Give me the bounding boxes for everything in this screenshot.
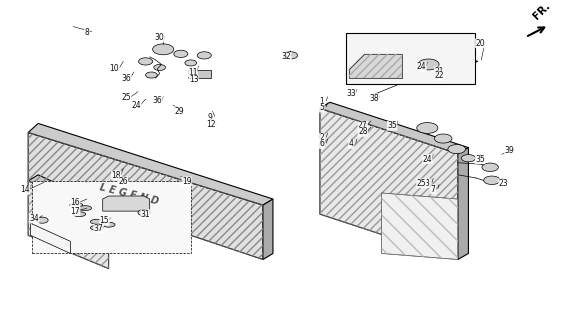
Text: 30: 30 — [155, 33, 164, 42]
Polygon shape — [349, 54, 402, 78]
Circle shape — [461, 155, 475, 162]
Text: 14: 14 — [20, 186, 29, 195]
Text: 6: 6 — [319, 140, 324, 148]
Circle shape — [36, 217, 48, 223]
Circle shape — [482, 163, 498, 172]
Circle shape — [146, 72, 157, 78]
Text: L E G E N D: L E G E N D — [99, 182, 160, 207]
Circle shape — [197, 52, 211, 59]
Text: 26: 26 — [119, 177, 128, 186]
Text: 17: 17 — [70, 207, 80, 216]
Text: 20: 20 — [475, 39, 485, 48]
Text: 4: 4 — [349, 140, 353, 148]
Polygon shape — [103, 196, 150, 211]
Ellipse shape — [102, 222, 115, 227]
Text: 19: 19 — [182, 177, 191, 186]
Ellipse shape — [90, 225, 103, 230]
Text: 35: 35 — [475, 155, 485, 164]
Text: 15: 15 — [100, 216, 109, 225]
FancyBboxPatch shape — [32, 181, 191, 253]
Circle shape — [138, 210, 150, 216]
Text: 28: 28 — [358, 127, 367, 136]
Text: 23: 23 — [499, 179, 508, 188]
Circle shape — [154, 64, 166, 70]
Circle shape — [139, 58, 153, 65]
Text: 32: 32 — [282, 52, 291, 61]
Text: 24: 24 — [423, 155, 432, 164]
Text: 9: 9 — [208, 113, 212, 122]
Text: 25: 25 — [122, 93, 131, 102]
Circle shape — [153, 44, 174, 55]
Text: 16: 16 — [70, 198, 80, 207]
Ellipse shape — [70, 203, 83, 207]
Text: 35: 35 — [387, 121, 397, 130]
Text: 1: 1 — [319, 97, 324, 106]
Text: 12: 12 — [207, 120, 216, 129]
Polygon shape — [458, 148, 468, 260]
Polygon shape — [28, 175, 116, 214]
Text: 22: 22 — [434, 71, 444, 80]
Text: 36: 36 — [122, 74, 131, 83]
Text: 33: 33 — [346, 89, 356, 98]
Ellipse shape — [79, 206, 92, 211]
Polygon shape — [28, 132, 263, 260]
Polygon shape — [28, 181, 109, 268]
Text: 5: 5 — [319, 103, 324, 112]
Circle shape — [434, 134, 452, 143]
Polygon shape — [263, 199, 273, 260]
Text: 18: 18 — [112, 171, 121, 180]
Circle shape — [448, 145, 465, 154]
Circle shape — [284, 52, 298, 59]
Ellipse shape — [90, 219, 103, 224]
Circle shape — [174, 50, 188, 58]
Text: 36: 36 — [153, 96, 162, 105]
Text: 13: 13 — [189, 75, 198, 84]
Circle shape — [418, 59, 439, 70]
Polygon shape — [28, 124, 273, 205]
Text: 11: 11 — [188, 68, 197, 76]
Polygon shape — [382, 193, 458, 260]
Circle shape — [484, 176, 500, 185]
Text: 31: 31 — [141, 210, 150, 219]
Polygon shape — [320, 108, 458, 260]
Text: 24: 24 — [417, 62, 426, 71]
Text: 10: 10 — [110, 65, 119, 74]
Ellipse shape — [73, 212, 86, 217]
Text: 37: 37 — [94, 224, 103, 233]
Text: 3: 3 — [425, 179, 430, 188]
Text: 24: 24 — [131, 101, 141, 110]
Text: 25: 25 — [417, 179, 426, 188]
Text: 39: 39 — [505, 146, 514, 155]
Text: 29: 29 — [174, 107, 184, 116]
Text: 7: 7 — [431, 185, 436, 194]
FancyBboxPatch shape — [346, 33, 475, 84]
Polygon shape — [188, 70, 211, 78]
Polygon shape — [31, 223, 70, 253]
Text: 21: 21 — [434, 67, 444, 76]
Text: 2: 2 — [319, 133, 324, 142]
Circle shape — [417, 123, 438, 133]
Polygon shape — [320, 102, 468, 154]
Text: 8: 8 — [85, 28, 89, 37]
Text: 27: 27 — [358, 121, 367, 130]
Circle shape — [185, 60, 197, 66]
Text: 34: 34 — [29, 214, 39, 223]
Text: FR.: FR. — [531, 1, 552, 21]
Text: 38: 38 — [370, 94, 379, 103]
